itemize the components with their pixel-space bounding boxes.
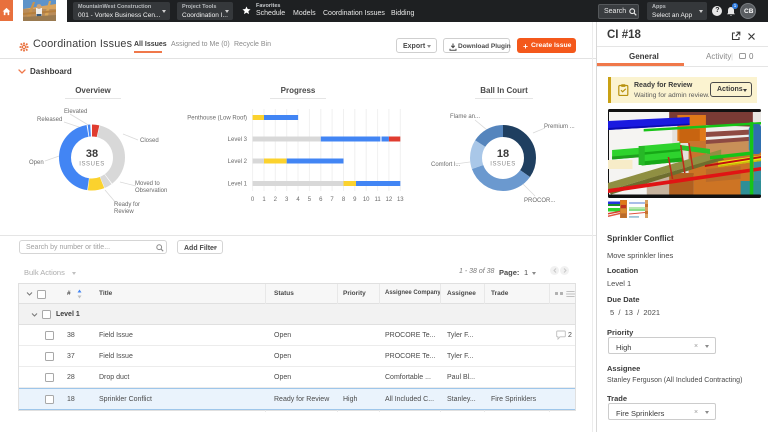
- svg-text:ISSUES: ISSUES: [79, 162, 105, 168]
- svg-text:Level 1: Level 1: [228, 182, 248, 188]
- svg-text:9: 9: [353, 197, 357, 203]
- svg-text:18: 18: [497, 148, 509, 160]
- svg-text:Level 2: Level 2: [228, 159, 248, 165]
- svg-text:Comfort l...: Comfort l...: [431, 162, 461, 168]
- svg-text:12: 12: [386, 197, 393, 203]
- svg-text:38: 38: [86, 148, 98, 160]
- svg-text:Ready for: Ready for: [114, 202, 140, 208]
- svg-text:PROCOR...: PROCOR...: [524, 198, 556, 204]
- svg-text:Level 3: Level 3: [228, 137, 248, 143]
- svg-text:2: 2: [274, 197, 278, 203]
- svg-text:Flame an...: Flame an...: [450, 114, 480, 120]
- svg-text:Released: Released: [37, 117, 62, 123]
- svg-text:5: 5: [308, 197, 312, 203]
- svg-text:ISSUES: ISSUES: [490, 162, 516, 168]
- svg-text:6: 6: [319, 197, 323, 203]
- svg-text:Premium ...: Premium ...: [544, 124, 575, 130]
- svg-text:Open: Open: [29, 160, 44, 166]
- svg-text:4: 4: [296, 197, 300, 203]
- svg-text:7: 7: [330, 197, 334, 203]
- svg-text:1: 1: [262, 197, 266, 203]
- svg-text:10: 10: [363, 197, 370, 203]
- svg-text:11: 11: [374, 197, 381, 203]
- svg-text:13: 13: [397, 197, 404, 203]
- svg-text:Observation: Observation: [135, 188, 167, 194]
- svg-text:Review: Review: [114, 209, 134, 215]
- svg-text:3: 3: [285, 197, 289, 203]
- svg-text:Closed: Closed: [140, 138, 159, 144]
- svg-text:Penthouse (Low Roof): Penthouse (Low Roof): [187, 116, 247, 122]
- svg-text:0: 0: [251, 197, 255, 203]
- svg-text:8: 8: [342, 197, 346, 203]
- svg-text:Moved to: Moved to: [135, 181, 160, 187]
- svg-text:Elevated: Elevated: [64, 109, 87, 115]
